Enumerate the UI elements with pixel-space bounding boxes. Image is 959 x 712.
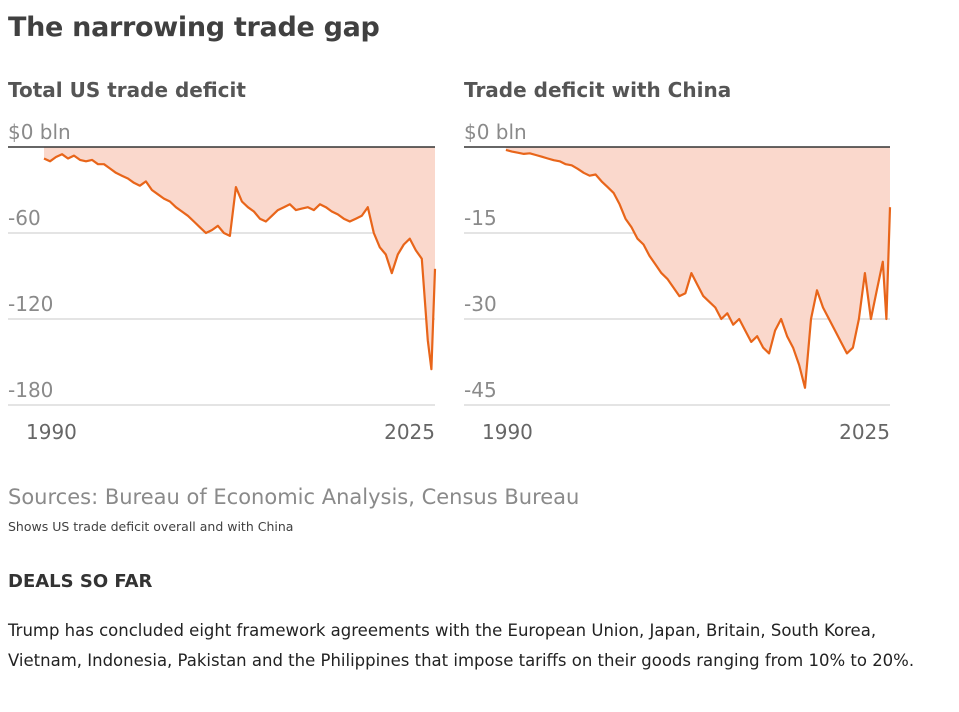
china-deficit-chart: $0 bln -15 -30 -45 1990 2025 xyxy=(464,120,892,444)
deals-heading: DEALS SO FAR xyxy=(8,571,153,592)
chart-title-china-deficit: Trade deficit with China xyxy=(464,78,732,102)
chart-note: Shows US trade deficit overall and with … xyxy=(8,519,294,534)
y-tick-label: -180 xyxy=(8,378,53,402)
chart-sources: Sources: Bureau of Economic Analysis, Ce… xyxy=(8,485,580,509)
trade-deficit-charts: $0 bln -60 -120 -180 1990 2025 $0 bln -15 -30 -4… xyxy=(8,120,892,444)
x-tick-label: 2025 xyxy=(384,420,435,444)
y-tick-label: -45 xyxy=(464,378,497,402)
total-deficit-chart: $0 bln -60 -120 -180 1990 2025 xyxy=(8,120,437,444)
x-tick-label: 1990 xyxy=(26,420,77,444)
y-tick-label: $0 bln xyxy=(8,120,71,144)
y-tick-label: -15 xyxy=(464,206,497,230)
chart-title-total-deficit: Total US trade deficit xyxy=(8,78,246,102)
x-tick-label: 2025 xyxy=(839,420,890,444)
y-tick-label: -120 xyxy=(8,292,53,316)
deficit-line xyxy=(505,148,892,389)
y-tick-label: $0 bln xyxy=(464,120,527,144)
deficit-area xyxy=(505,147,890,388)
x-tick-label: 1990 xyxy=(482,420,533,444)
y-tick-label: -30 xyxy=(464,292,497,316)
deficit-line xyxy=(43,153,437,371)
page-title: The narrowing trade gap xyxy=(8,12,380,43)
deals-body: Trump has concluded eight framework agre… xyxy=(8,621,915,670)
deficit-area xyxy=(44,147,435,370)
y-tick-label: -60 xyxy=(8,206,41,230)
